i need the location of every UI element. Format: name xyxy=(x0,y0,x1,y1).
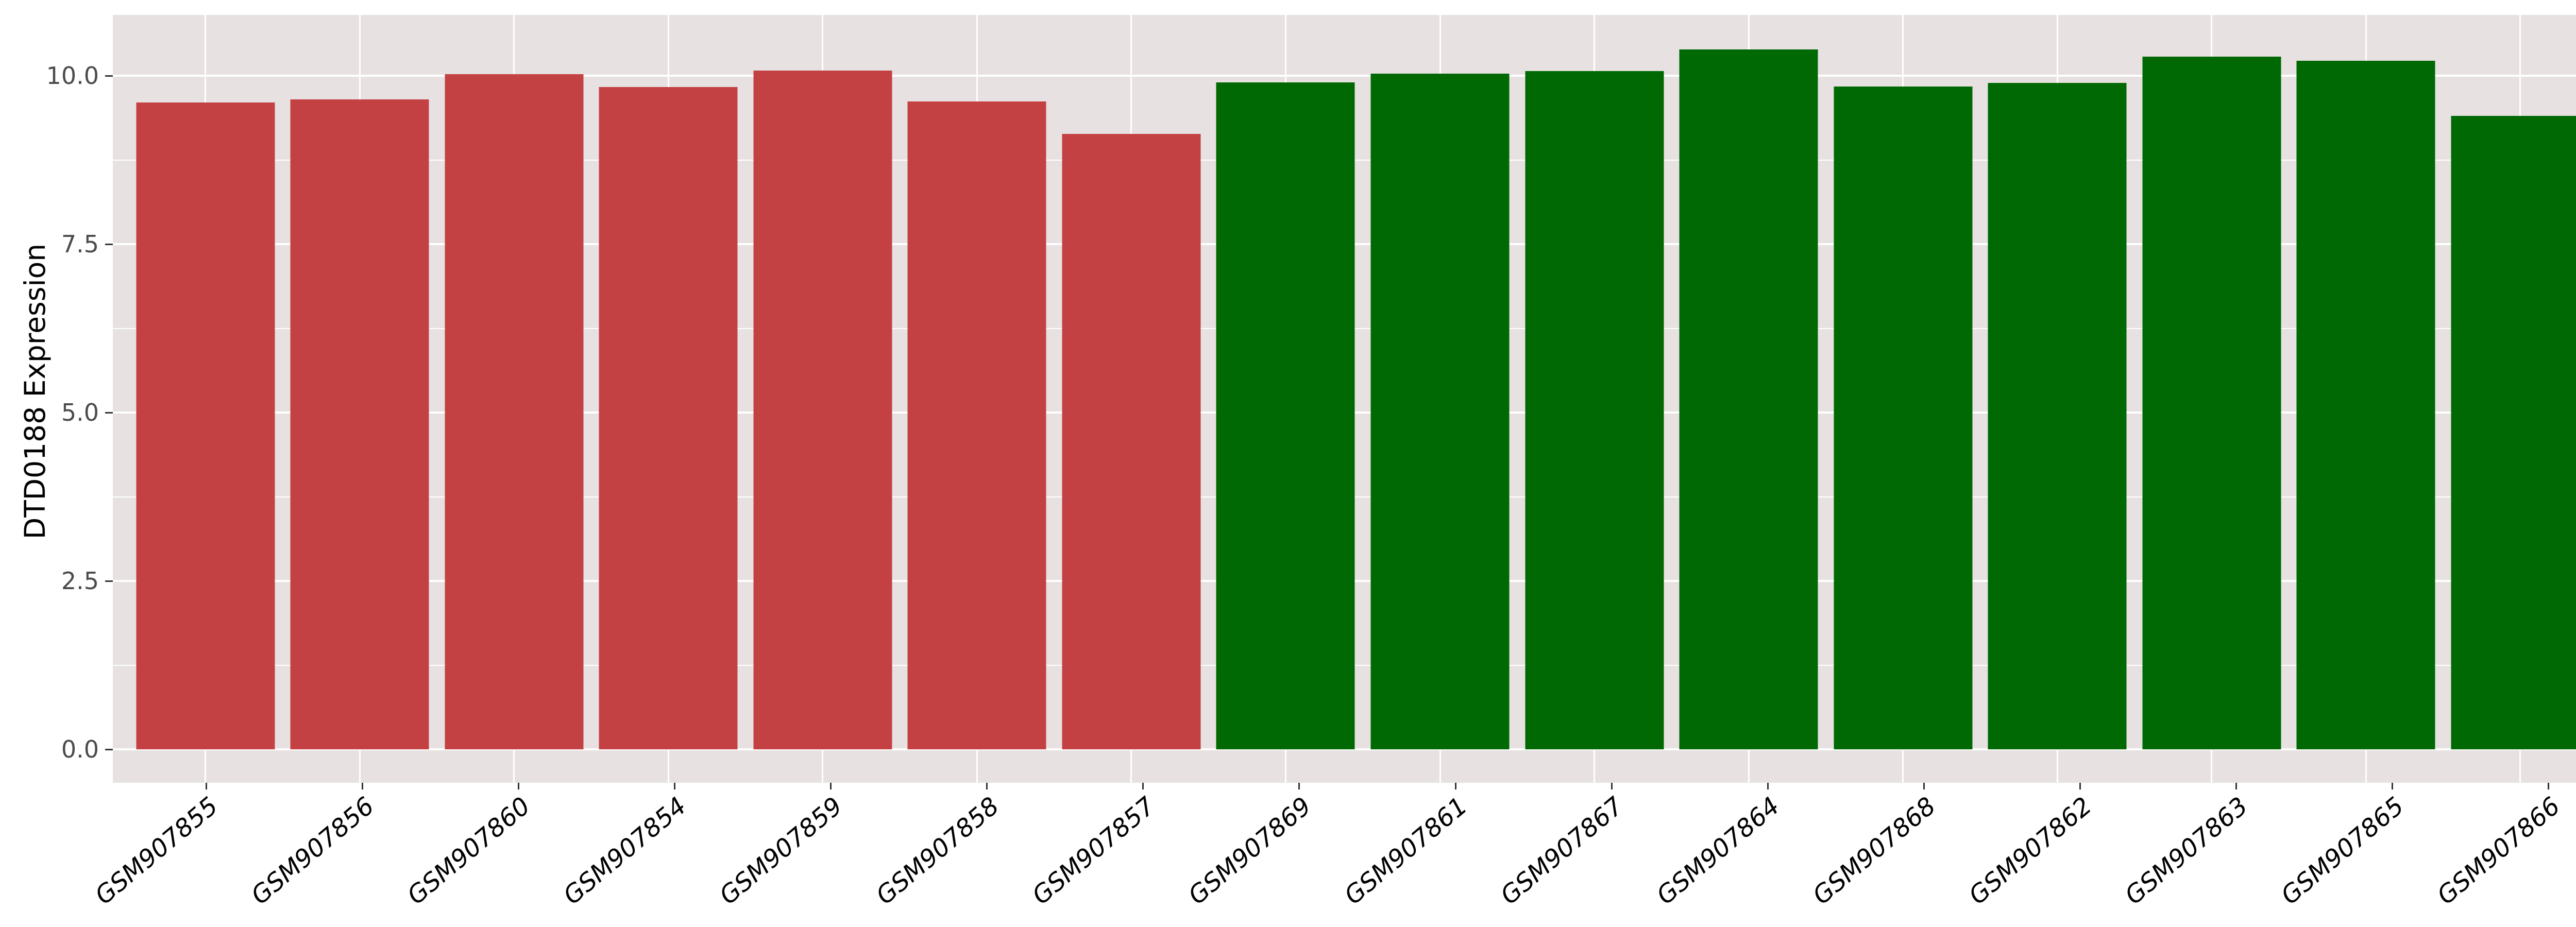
x-tick-mark xyxy=(1142,783,1144,789)
bar-slot xyxy=(1980,15,2134,783)
x-axis-slot: GSM907867 xyxy=(1495,783,1690,927)
y-tick-mark xyxy=(105,243,113,245)
x-axis-slot: GSM907857 xyxy=(1026,783,1221,927)
bar-slot xyxy=(1209,15,1363,783)
bar-slot xyxy=(437,15,591,783)
x-tick-mark xyxy=(830,783,832,789)
x-axis-slot: GSM907862 xyxy=(1963,783,2158,927)
x-axis-slot: GSM907866 xyxy=(2432,783,2576,927)
x-tick-mark xyxy=(2235,783,2237,789)
x-tick-mark xyxy=(206,783,208,789)
x-tick-mark xyxy=(2547,783,2549,789)
bar-GSM907868 xyxy=(1834,86,1973,749)
y-tick-label: 2.5 xyxy=(61,567,99,595)
bar-GSM907867 xyxy=(1525,71,1664,749)
x-axis: GSM907855 GSM907856 GSM907860 GSM907854 GSM9… xyxy=(90,783,2576,927)
bar-slot xyxy=(591,15,746,783)
bar-GSM907856 xyxy=(290,99,429,749)
bar-slot xyxy=(1826,15,1980,783)
bar-GSM907857 xyxy=(1062,133,1201,749)
x-axis-slot: GSM907864 xyxy=(1651,783,1846,927)
y-tick-mark xyxy=(105,580,113,582)
x-tick-mark xyxy=(362,783,364,789)
x-tick-mark xyxy=(1611,783,1613,789)
x-axis-slot: GSM907859 xyxy=(714,783,909,927)
plot-panel xyxy=(113,15,2576,783)
bar-GSM907869 xyxy=(1216,82,1355,749)
bar-slot xyxy=(1054,15,1209,783)
x-tick-mark xyxy=(1454,783,1456,789)
x-axis-slot: GSM907863 xyxy=(2120,783,2314,927)
x-axis-slot: GSM907856 xyxy=(246,783,440,927)
bar-GSM907858 xyxy=(907,101,1046,749)
y-tick-label: 10.0 xyxy=(46,62,99,90)
x-tick-label: GSM907855 xyxy=(90,791,224,911)
x-tick-mark xyxy=(674,783,676,789)
x-tick-mark xyxy=(518,783,520,789)
x-axis-slot: GSM907855 xyxy=(90,783,284,927)
y-axis-title: DTD0188 Expression xyxy=(19,243,52,540)
x-tick-mark xyxy=(2391,783,2393,789)
gridline-major xyxy=(113,748,2576,750)
bar-GSM907865 xyxy=(2296,61,2435,749)
bar-GSM907861 xyxy=(1370,74,1510,749)
x-axis-slot: GSM907868 xyxy=(1807,783,2002,927)
bar-GSM907864 xyxy=(1679,49,1818,749)
x-axis-slot: GSM907869 xyxy=(1182,783,1377,927)
bar-slot xyxy=(1517,15,1672,783)
x-axis-slot: GSM907860 xyxy=(402,783,597,927)
bar-GSM907862 xyxy=(1988,83,2127,749)
x-tick-mark xyxy=(1767,783,1769,789)
bar-GSM907863 xyxy=(2142,57,2281,749)
y-tick-mark xyxy=(105,411,113,414)
bar-GSM907860 xyxy=(445,74,584,749)
x-tick-mark xyxy=(1298,783,1300,789)
bar-slot xyxy=(745,15,900,783)
y-tick-mark xyxy=(105,748,113,750)
x-axis-slot: GSM907865 xyxy=(2276,783,2470,927)
y-tick-label: 5.0 xyxy=(61,399,99,426)
y-tick-label: 7.5 xyxy=(61,230,99,258)
x-tick-mark xyxy=(986,783,988,789)
bar-GSM907854 xyxy=(599,87,738,749)
y-tick-mark xyxy=(105,75,113,77)
bar-GSM907859 xyxy=(753,70,892,749)
bar-GSM907866 xyxy=(2451,116,2576,749)
x-axis-slot: GSM907861 xyxy=(1339,783,1534,927)
bar-slot xyxy=(1671,15,1826,783)
x-tick-mark xyxy=(1923,783,1925,789)
bar-slot xyxy=(2134,15,2289,783)
gridline-major xyxy=(113,75,2576,77)
bar-slot xyxy=(2443,15,2576,783)
bar-GSM907855 xyxy=(136,102,275,749)
bar-slot xyxy=(128,15,283,783)
bar-slot xyxy=(283,15,437,783)
bar-slot xyxy=(900,15,1055,783)
bar-slot xyxy=(2289,15,2443,783)
bar-slot xyxy=(1363,15,1517,783)
x-tick-mark xyxy=(2079,783,2081,789)
y-tick-label: 0.0 xyxy=(61,735,99,763)
x-axis-slot: GSM907858 xyxy=(870,783,1065,927)
x-axis-slot: GSM907854 xyxy=(558,783,753,927)
bar-slots xyxy=(113,15,2576,783)
